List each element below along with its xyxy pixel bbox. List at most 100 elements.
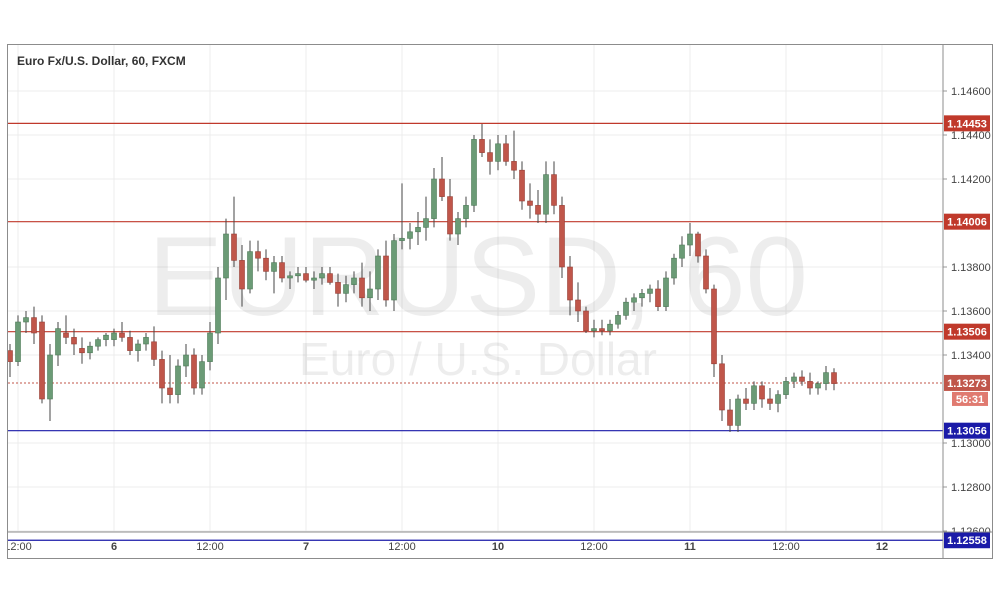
candle-body [79,348,85,354]
candle-body [447,196,453,235]
candle-body [127,337,133,351]
watermark-name: Euro / U.S. Dollar [299,333,657,385]
candle-body [807,381,813,389]
candle-body [519,169,525,202]
candle-body [327,273,333,283]
candle-body [415,227,421,233]
candle-body [311,277,317,281]
candle-body [783,381,789,395]
candle-body [199,361,205,389]
candle-body [263,257,269,272]
candle-body [695,233,701,257]
candle-body [247,251,253,290]
grid [8,45,943,532]
candle-body [679,244,685,259]
countdown-tag-bg [952,391,988,406]
candle-body [223,233,229,279]
candle-body [823,372,829,384]
level-tag-bg [944,323,990,340]
candle-body [191,354,197,389]
candle-body [55,328,61,356]
candle-body [431,178,437,219]
candle-body [119,332,125,338]
candle-body [639,293,645,299]
candle-body [743,398,749,404]
level-tag-label: 1.12558 [947,535,987,547]
candle-body [111,332,117,340]
candle-body [711,288,717,365]
candle-body [391,240,397,301]
candle-body [63,332,69,338]
candle-body [215,277,221,334]
candle-body [511,161,517,171]
candle-body [287,275,293,279]
x-tick-label: 12:00 [772,541,800,553]
candle-body [735,398,741,426]
candle-body [319,273,325,279]
candle-body [583,310,589,332]
candle-body [255,251,261,259]
candle-body [567,266,573,301]
chart-frame: EURUSD, 60 Euro / U.S. Dollar 1.14600 1.1… [7,44,993,559]
chart-title: Euro Fx/U.S. Dollar, 60, FXCM [17,54,186,68]
x-tick-label: 12:00 [8,541,32,553]
candle-body [559,205,565,268]
candle-body [167,387,173,395]
level-tag-bg [944,532,990,549]
candle-body [759,385,765,400]
candle-body [463,205,469,219]
candle-body [727,409,733,426]
candle-body [343,284,349,294]
candle-body [663,277,669,307]
watermark-symbol: EURUSD, 60 [148,214,808,339]
candle-body [775,394,781,404]
candle-body [799,376,805,382]
y-tick-label: 1.12800 [951,482,991,494]
candle-body [375,255,381,290]
candle-body [39,321,45,400]
candle-body [159,359,165,389]
candle-body [575,299,581,312]
candle-body [655,288,661,307]
candle-body [631,297,637,303]
candle-body [471,139,477,206]
candle-body [335,282,341,294]
x-tick-label: 10 [492,541,504,553]
candle-body [207,332,213,362]
candle-body [719,363,725,411]
y-tick-label: 1.13000 [951,438,991,450]
candle-body [623,301,629,316]
candle-body [351,277,357,285]
candle-body [175,365,181,395]
candle-body [751,385,757,404]
candle-body [87,345,93,354]
candle-body [671,257,677,279]
candle-body [647,288,653,294]
x-tick-label: 12:00 [580,541,608,553]
candle-body [535,205,541,215]
candle-body [399,238,405,241]
candle-body [487,152,493,162]
y-tick-label: 1.14200 [951,174,991,186]
candle-body [543,174,549,215]
level-tag-bg [944,422,990,439]
current-price-tag-bg [944,374,990,391]
candle-body [47,354,53,400]
candle-body [303,273,309,281]
candle-body [271,262,277,272]
watermark: EURUSD, 60 Euro / U.S. Dollar [148,214,808,385]
candle-body [439,178,445,197]
candles [8,124,837,432]
candle-body [359,277,365,299]
candle-body [407,231,413,239]
candle-body [615,315,621,325]
candle-body [551,174,557,206]
candle-body [591,328,597,332]
candle-body [95,339,101,347]
y-tick-label: 1.14400 [951,130,991,142]
candle-body [831,372,837,384]
candle-body [767,398,773,404]
candle-body [71,337,77,345]
candle-body [231,233,237,261]
level-tag-bg [944,213,990,230]
